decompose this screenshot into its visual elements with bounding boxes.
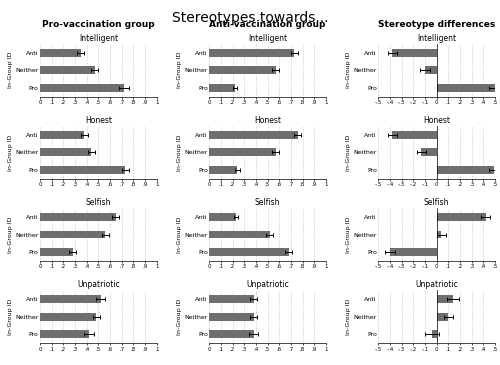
Bar xyxy=(40,166,125,174)
Bar xyxy=(209,248,288,256)
Y-axis label: In-Group ID: In-Group ID xyxy=(346,299,352,335)
Bar xyxy=(40,231,106,238)
Bar xyxy=(436,166,494,174)
Bar xyxy=(432,330,436,338)
Bar xyxy=(392,49,436,57)
Bar xyxy=(209,84,235,92)
Bar xyxy=(209,313,254,320)
Bar xyxy=(209,213,236,221)
Bar xyxy=(40,149,92,156)
Y-axis label: In-Group ID: In-Group ID xyxy=(346,134,352,170)
Y-axis label: In-Group ID: In-Group ID xyxy=(178,216,182,253)
Title: Unpatriotic: Unpatriotic xyxy=(246,280,289,289)
Title: Selfish: Selfish xyxy=(86,198,111,207)
Title: Selfish: Selfish xyxy=(424,198,450,207)
Y-axis label: In-Group ID: In-Group ID xyxy=(178,52,182,88)
Bar xyxy=(40,248,72,256)
Bar xyxy=(40,66,95,74)
Title: Intelligent: Intelligent xyxy=(79,34,118,43)
Bar xyxy=(209,330,254,338)
Bar xyxy=(40,49,81,57)
Bar xyxy=(209,231,270,238)
Bar xyxy=(209,66,276,74)
Bar xyxy=(40,131,84,139)
Y-axis label: In-Group ID: In-Group ID xyxy=(346,52,352,88)
Y-axis label: In-Group ID: In-Group ID xyxy=(8,52,13,88)
Bar xyxy=(209,149,276,156)
Bar xyxy=(436,84,495,92)
Title: Honest: Honest xyxy=(423,116,450,125)
Bar xyxy=(40,84,124,92)
Bar xyxy=(390,248,436,256)
Bar xyxy=(436,231,442,238)
Y-axis label: In-Group ID: In-Group ID xyxy=(346,216,352,253)
Bar xyxy=(392,131,436,139)
Bar xyxy=(40,313,96,320)
Bar xyxy=(209,49,294,57)
Text: Pro-vaccination group: Pro-vaccination group xyxy=(42,20,154,29)
Bar xyxy=(422,149,436,156)
Y-axis label: In-Group ID: In-Group ID xyxy=(8,216,13,253)
Bar xyxy=(436,295,453,303)
Bar xyxy=(209,166,237,174)
Text: Stereotype differences: Stereotype differences xyxy=(378,20,496,29)
Bar xyxy=(425,66,436,74)
Title: Honest: Honest xyxy=(254,116,281,125)
Title: Unpatriotic: Unpatriotic xyxy=(77,280,120,289)
Y-axis label: In-Group ID: In-Group ID xyxy=(8,134,13,170)
Bar xyxy=(40,330,89,338)
Bar xyxy=(40,295,100,303)
Title: Intelligent: Intelligent xyxy=(248,34,287,43)
Title: Unpatriotic: Unpatriotic xyxy=(416,280,458,289)
Text: Stereotypes towards...: Stereotypes towards... xyxy=(172,11,328,25)
Y-axis label: In-Group ID: In-Group ID xyxy=(178,134,182,170)
Bar xyxy=(209,131,298,139)
Bar xyxy=(40,213,116,221)
Bar xyxy=(436,213,486,221)
Y-axis label: In-Group ID: In-Group ID xyxy=(178,299,182,335)
Title: Intelligent: Intelligent xyxy=(417,34,456,43)
Y-axis label: In-Group ID: In-Group ID xyxy=(8,299,13,335)
Title: Selfish: Selfish xyxy=(255,198,280,207)
Bar xyxy=(436,313,448,320)
Text: Anti-vaccination group: Anti-vaccination group xyxy=(210,20,326,29)
Title: Honest: Honest xyxy=(85,116,112,125)
Bar xyxy=(209,295,254,303)
